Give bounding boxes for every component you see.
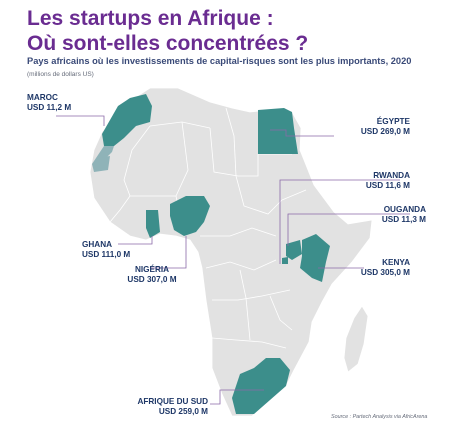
leader-lines xyxy=(56,115,410,405)
map-title: Les startups en Afrique : Où sont-elles … xyxy=(27,6,447,56)
source-prefix: Source : xyxy=(331,414,352,420)
leader-line-ouganda xyxy=(287,213,410,246)
country-shape-egypte xyxy=(258,108,298,154)
leader-line-maroc xyxy=(56,115,105,126)
map-subtitle: Pays africains où les investissements de… xyxy=(27,56,412,66)
country-shape-nigeria xyxy=(170,196,210,236)
country-shape-maroc xyxy=(102,94,152,146)
label-kenya: KENYA USD 305,0 M xyxy=(330,258,410,278)
label-egypte-name: ÉGYPTE xyxy=(376,117,410,126)
label-maroc: MAROC USD 11,2 M xyxy=(27,93,71,113)
label-kenya-name: KENYA xyxy=(382,258,410,267)
label-rwanda: RWANDA USD 11,6 M xyxy=(330,171,410,191)
title-line-1: Les startups en Afrique : xyxy=(27,7,274,30)
label-ouganda-value: USD 11,3 M xyxy=(381,215,426,224)
label-nigeria-name: NIGÉRIA xyxy=(134,265,170,274)
label-egypte: ÉGYPTE USD 269,0 M xyxy=(320,117,410,137)
label-ouganda-name: OUGANDA xyxy=(383,205,426,214)
country-shape-ouganda xyxy=(286,240,302,260)
label-ghana: GHANA USD 111,0 M xyxy=(82,240,130,260)
label-nigeria: NIGÉRIA USD 307,0 M xyxy=(118,265,186,285)
country-shape-rwanda xyxy=(282,257,288,264)
label-afrique-du-sud: AFRIQUE DU SUD USD 259,0 M xyxy=(128,397,208,417)
leader-line-egypte xyxy=(270,129,334,137)
source-note: Source : Partech Analysis via AfricArena xyxy=(331,414,427,420)
country-shape-afrique-du-sud xyxy=(232,358,290,414)
label-ouganda: OUGANDA USD 11,3 M xyxy=(346,205,426,225)
country-shape-western-sahara-south xyxy=(92,156,110,172)
label-ghana-name: GHANA xyxy=(82,240,113,249)
madagascar-island xyxy=(343,305,369,373)
leader-line-rwanda xyxy=(279,179,400,264)
label-kenya-value: USD 305,0 M xyxy=(360,268,410,277)
africa-landmass xyxy=(89,87,373,417)
country-shape-ghana xyxy=(146,210,160,238)
title-line-2: Où sont-elles concentrées ? xyxy=(27,32,309,55)
label-afrique-du-sud-name: AFRIQUE DU SUD xyxy=(137,397,208,406)
label-egypte-value: USD 269,0 M xyxy=(360,127,410,136)
source-text: Partech Analysis via AfricArena xyxy=(352,414,428,420)
unit-note: (millions de dollars US) xyxy=(27,71,94,78)
label-nigeria-value: USD 307,0 M xyxy=(127,275,177,284)
country-shape-kenya xyxy=(300,234,330,282)
leader-line-nigeria xyxy=(150,236,187,269)
leader-line-afrique-du-sud xyxy=(210,389,264,405)
label-maroc-name: MAROC xyxy=(27,93,58,102)
leader-line-ghana xyxy=(118,236,153,245)
label-ghana-value: USD 111,0 M xyxy=(82,250,131,259)
label-rwanda-name: RWANDA xyxy=(373,171,410,180)
label-afrique-du-sud-value: USD 259,0 M xyxy=(158,407,208,416)
label-rwanda-value: USD 11,6 M xyxy=(365,181,410,190)
label-maroc-value: USD 11,2 M xyxy=(27,103,72,112)
